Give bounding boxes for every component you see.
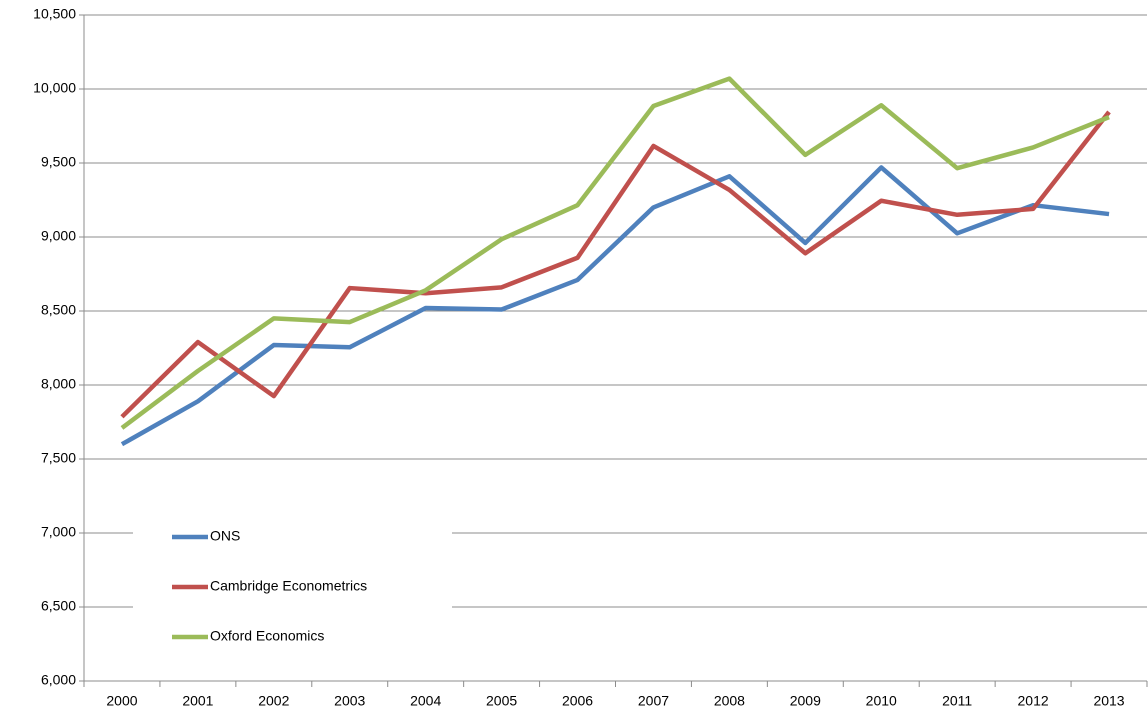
x-tick-label: 2007 [638, 693, 669, 709]
x-tick-label: 2009 [790, 693, 821, 709]
x-tick-label: 2003 [334, 693, 365, 709]
y-tick-label: 7,000 [41, 524, 76, 540]
legend-label: ONS [210, 528, 240, 544]
y-tick-label: 6,000 [41, 672, 76, 688]
x-tick-label: 2011 [942, 693, 972, 709]
y-tick-label: 7,500 [41, 450, 76, 466]
legend-label: Cambridge Econometrics [210, 578, 367, 594]
x-tick-label: 2008 [714, 693, 745, 709]
x-tick-label: 2001 [182, 693, 213, 709]
x-tick-label: 2002 [258, 693, 289, 709]
x-tick-label: 2000 [106, 693, 137, 709]
y-tick-label: 9,500 [41, 154, 76, 170]
y-tick-label: 8,000 [41, 376, 76, 392]
y-tick-label: 8,500 [41, 302, 76, 318]
y-tick-label: 10,500 [33, 6, 76, 22]
series-line [120, 76, 1110, 430]
y-tick-label: 9,000 [41, 228, 76, 244]
legend-label: Oxford Economics [210, 628, 324, 644]
x-tick-label: 2004 [410, 693, 441, 709]
series-line [120, 110, 1111, 419]
legend-box [133, 520, 452, 680]
y-tick-label: 6,500 [41, 598, 76, 614]
x-tick-label: 2013 [1093, 693, 1124, 709]
x-tick-label: 2012 [1018, 693, 1049, 709]
series-line [120, 165, 1110, 447]
y-tick-label: 10,000 [33, 80, 76, 96]
x-tick-label: 2010 [866, 693, 897, 709]
x-tick-label: 2006 [562, 693, 593, 709]
x-tick-label: 2005 [486, 693, 517, 709]
